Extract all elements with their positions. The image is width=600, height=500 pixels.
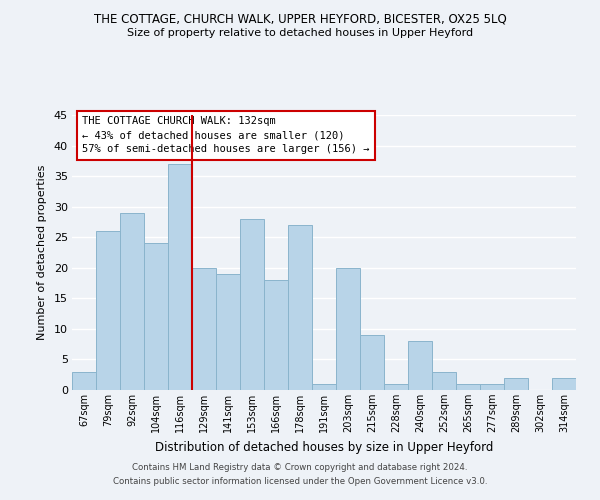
Bar	[120, 213, 144, 390]
Bar	[360, 335, 384, 390]
Bar	[456, 384, 480, 390]
Bar	[432, 372, 456, 390]
Bar	[288, 225, 312, 390]
Bar	[552, 378, 576, 390]
Bar	[384, 384, 408, 390]
Bar	[192, 268, 216, 390]
Text: Contains HM Land Registry data © Crown copyright and database right 2024.: Contains HM Land Registry data © Crown c…	[132, 464, 468, 472]
Bar	[336, 268, 360, 390]
Text: Contains public sector information licensed under the Open Government Licence v3: Contains public sector information licen…	[113, 477, 487, 486]
Text: Size of property relative to detached houses in Upper Heyford: Size of property relative to detached ho…	[127, 28, 473, 38]
Bar	[480, 384, 504, 390]
Y-axis label: Number of detached properties: Number of detached properties	[37, 165, 47, 340]
X-axis label: Distribution of detached houses by size in Upper Heyford: Distribution of detached houses by size …	[155, 440, 493, 454]
Bar	[216, 274, 240, 390]
Bar	[408, 341, 432, 390]
Bar	[240, 219, 264, 390]
Text: THE COTTAGE, CHURCH WALK, UPPER HEYFORD, BICESTER, OX25 5LQ: THE COTTAGE, CHURCH WALK, UPPER HEYFORD,…	[94, 12, 506, 26]
Bar	[264, 280, 288, 390]
Bar	[72, 372, 96, 390]
Bar	[504, 378, 528, 390]
Bar	[144, 244, 168, 390]
Text: THE COTTAGE CHURCH WALK: 132sqm
← 43% of detached houses are smaller (120)
57% o: THE COTTAGE CHURCH WALK: 132sqm ← 43% of…	[82, 116, 370, 154]
Bar	[96, 231, 120, 390]
Bar	[168, 164, 192, 390]
Bar	[312, 384, 336, 390]
